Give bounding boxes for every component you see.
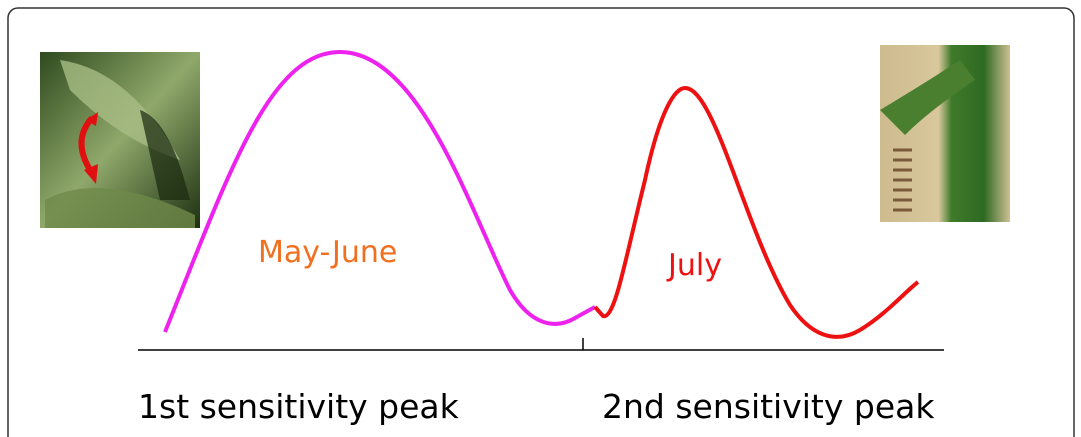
frame	[7, 7, 1075, 437]
second-peak-curve	[593, 85, 920, 339]
period-label: May-June	[258, 235, 397, 270]
first-peak-curve	[163, 49, 596, 333]
period-label: July	[666, 248, 722, 283]
axis-label: 2nd sensitivity peak	[602, 387, 935, 426]
axis-label: 1st sensitivity peak	[138, 387, 460, 426]
leaf-photo	[40, 52, 200, 228]
stem-photo	[880, 45, 1010, 222]
